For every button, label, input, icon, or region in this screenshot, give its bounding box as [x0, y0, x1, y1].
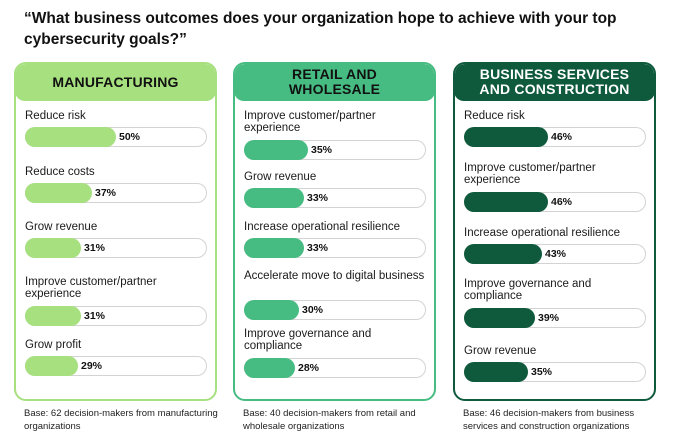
bar	[243, 139, 308, 160]
bar-item: Improve customer/partner experience 31%	[24, 276, 209, 326]
bar-value-label: 46%	[551, 196, 573, 208]
bar-track: 33%	[243, 187, 426, 208]
bar-item: Improve governance and compliance 28%	[243, 328, 428, 378]
bar	[463, 361, 528, 382]
bar-value-label: 33%	[307, 192, 329, 204]
bar-item: Improve customer/partner experience 35%	[243, 110, 428, 160]
bar-track: 30%	[243, 299, 426, 320]
bar-item: Grow revenue 35%	[463, 345, 648, 382]
bar-category-label: Grow revenue	[25, 221, 98, 233]
bar-category-label: Improve customer/partner experience	[464, 162, 596, 186]
bar-track: 43%	[463, 243, 646, 264]
bar-value-label: 46%	[551, 131, 573, 143]
base-note: Base: 40 decision-makers from retail and…	[243, 408, 416, 432]
bar-track: 46%	[463, 191, 646, 212]
base-note: Base: 62 decision-makers from manufactur…	[24, 408, 218, 432]
bar-value-label: 37%	[95, 187, 117, 199]
bar-track: 29%	[24, 355, 207, 376]
bar-track: 28%	[243, 357, 426, 378]
bar-item: Improve customer/partner experience 46%	[463, 162, 648, 212]
bar-item: Reduce risk 50%	[24, 110, 209, 147]
bar-list: Reduce risk 46% Improve customer/partner e…	[455, 64, 654, 399]
bar-value-label: 29%	[81, 360, 103, 372]
bar-value-label: 35%	[311, 144, 333, 156]
bar-value-label: 28%	[298, 362, 320, 374]
bar-item: Reduce costs 37%	[24, 166, 209, 203]
bar-value-label: 31%	[84, 310, 106, 322]
panel-title: BUSINESS SERVICES AND CONSTRUCTION	[455, 64, 654, 101]
bar-category-label: Grow revenue	[464, 345, 537, 357]
panel-manufacturing: MANUFACTURING Reduce risk 50% Reduce costs 3…	[14, 62, 217, 401]
bar-category-label: Reduce costs	[25, 166, 95, 178]
base-note: Base: 46 decision-makers from business s…	[463, 408, 635, 432]
bar-list: Reduce risk 50% Reduce costs 37% Grow revenu…	[16, 64, 215, 399]
bar	[243, 357, 295, 378]
bar-item: Accelerate move to digital business 30%	[243, 270, 428, 320]
bar-track: 37%	[24, 182, 207, 203]
bar-track: 31%	[24, 237, 207, 258]
bar-item: Reduce risk 46%	[463, 110, 648, 147]
bar-value-label: 39%	[538, 312, 560, 324]
bar-list: Improve customer/partner experience 35% Gr…	[235, 64, 434, 399]
bar-item: Increase operational resilience 43%	[463, 227, 648, 264]
bar	[243, 237, 304, 258]
bar-category-label: Reduce risk	[25, 110, 86, 122]
panel-business: BUSINESS SERVICES AND CONSTRUCTION Reduce…	[453, 62, 656, 401]
bar-track: 39%	[463, 307, 646, 328]
bar-track: 31%	[24, 305, 207, 326]
bar-item: Improve governance and compliance 39%	[463, 278, 648, 328]
bar-category-label: Improve customer/partner experience	[244, 110, 376, 134]
bar-category-label: Improve customer/partner experience	[25, 276, 157, 300]
bar-category-label: Increase operational resilience	[244, 221, 400, 233]
bar	[463, 243, 542, 264]
bar-value-label: 50%	[119, 131, 141, 143]
bar-value-label: 35%	[531, 366, 553, 378]
bar-category-label: Improve governance and compliance	[464, 278, 592, 302]
bar-item: Grow profit 29%	[24, 339, 209, 376]
bar-category-label: Increase operational resilience	[464, 227, 620, 239]
bar	[463, 307, 535, 328]
bar	[463, 126, 548, 147]
bar-category-label: Improve governance and compliance	[244, 328, 372, 352]
bar-value-label: 43%	[545, 248, 567, 260]
panel-retail: RETAIL AND WHOLESALE Improve customer/par…	[233, 62, 436, 401]
panel-title: RETAIL AND WHOLESALE	[235, 64, 434, 101]
bar-item: Grow revenue 31%	[24, 221, 209, 258]
bar-track: 35%	[243, 139, 426, 160]
panel-title: MANUFACTURING	[16, 64, 215, 101]
bar-item: Grow revenue 33%	[243, 171, 428, 208]
bar-track: 50%	[24, 126, 207, 147]
bar-category-label: Reduce risk	[464, 110, 525, 122]
chart-title: “What business outcomes does your organi…	[24, 10, 617, 48]
bar	[24, 305, 81, 326]
bar	[243, 187, 304, 208]
bar	[243, 299, 299, 320]
bar	[24, 237, 81, 258]
bar-track: 33%	[243, 237, 426, 258]
bar-item: Increase operational resilience 33%	[243, 221, 428, 258]
bar-category-label: Grow revenue	[244, 171, 317, 183]
bar-track: 35%	[463, 361, 646, 382]
bar-value-label: 33%	[307, 242, 329, 254]
bar-track: 46%	[463, 126, 646, 147]
bar	[463, 191, 548, 212]
bar-value-label: 30%	[302, 304, 324, 316]
bar-category-label: Accelerate move to digital business	[244, 270, 425, 282]
bar	[24, 355, 78, 376]
bar	[24, 182, 92, 203]
bar-value-label: 31%	[84, 242, 106, 254]
bar	[24, 126, 116, 147]
bar-category-label: Grow profit	[25, 339, 82, 351]
